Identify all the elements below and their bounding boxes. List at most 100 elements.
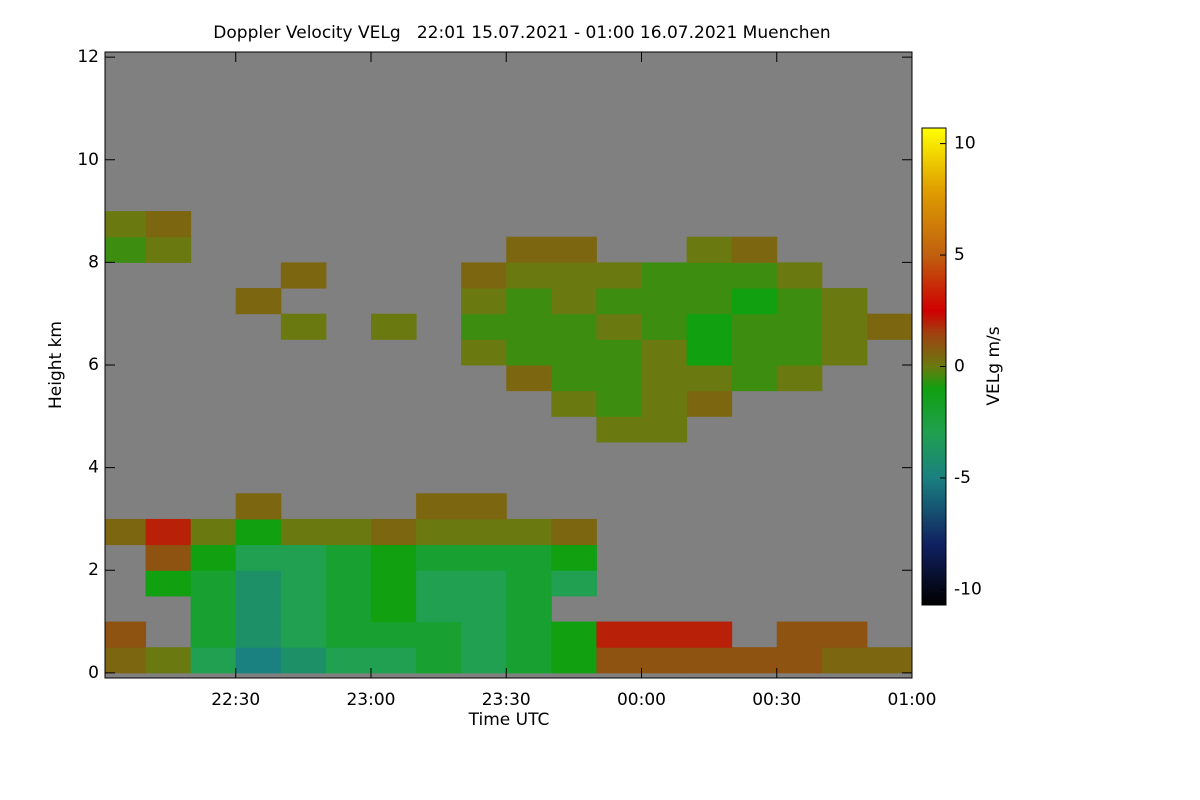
heatmap-cell	[506, 365, 552, 392]
heatmap-cell	[325, 518, 372, 546]
heatmap-cell	[325, 570, 372, 597]
heatmap-cell	[416, 544, 462, 571]
heatmap-cell	[461, 647, 507, 674]
heatmap-cell	[551, 570, 597, 597]
heatmap-cell	[461, 493, 507, 520]
heatmap-cell	[461, 339, 507, 366]
heatmap-cell	[551, 288, 597, 315]
heatmap-cell	[370, 544, 417, 571]
heatmap-cell	[370, 518, 417, 546]
heatmap-cell	[105, 211, 147, 238]
heatmap-cell	[686, 236, 733, 263]
heatmap-cell	[461, 313, 507, 340]
heatmap-cell	[821, 621, 868, 648]
heatmap-cell	[596, 339, 642, 366]
heatmap-cell	[776, 339, 823, 366]
heatmap-cell	[596, 288, 642, 315]
heatmap-cell	[686, 313, 733, 340]
heatmap-cell	[190, 518, 237, 546]
heatmap-cell	[641, 288, 688, 315]
heatmap-cell	[235, 570, 282, 597]
heatmap-cell	[145, 211, 192, 238]
heatmap-cell	[551, 390, 597, 417]
heatmap-cell	[776, 365, 823, 392]
heatmap-cell	[551, 544, 597, 571]
heatmap-cell	[731, 288, 778, 315]
heatmap-cell	[641, 621, 688, 648]
heatmap-cell	[370, 313, 417, 340]
heatmap-cell	[551, 262, 597, 289]
heatmap-cell	[235, 493, 282, 520]
heatmap-cell	[461, 288, 507, 315]
heatmap-cell	[641, 262, 688, 289]
heatmap-cell	[776, 262, 823, 289]
heatmap-cell	[641, 313, 688, 340]
heatmap-cell	[235, 288, 282, 315]
heatmap-cell	[416, 621, 462, 648]
y-axis-label: Height km	[46, 321, 66, 409]
y-tick-label: 6	[88, 355, 99, 375]
heatmap-cell	[145, 544, 192, 571]
heatmap-cell	[776, 313, 823, 340]
colorbar-label: VELg m/s	[984, 326, 1004, 405]
heatmap-cell	[866, 313, 913, 340]
heatmap-cell	[461, 595, 507, 623]
heatmap-cell	[596, 390, 642, 417]
heatmap-cell	[370, 595, 417, 623]
y-tick-label: 2	[88, 560, 99, 580]
heatmap-cell	[105, 518, 147, 546]
heatmap-cell	[506, 595, 552, 623]
heatmap-cell	[416, 595, 462, 623]
heatmap-cell	[641, 390, 688, 417]
heatmap-cell	[551, 518, 597, 546]
heatmap-cell	[641, 416, 688, 443]
heatmap-cell	[821, 313, 868, 340]
heatmap-cell	[190, 621, 237, 648]
heatmap-cell	[551, 236, 597, 263]
heatmap-cell	[461, 262, 507, 289]
heatmap-cell	[325, 544, 372, 571]
heatmap-cell	[461, 518, 507, 546]
heatmap-cell	[235, 595, 282, 623]
y-tick-label: 0	[88, 663, 99, 683]
y-tick-label: 4	[88, 458, 99, 478]
heatmap-cell	[686, 647, 733, 674]
heatmap-cell	[280, 544, 327, 571]
heatmap-cell	[235, 544, 282, 571]
heatmap-cell	[596, 621, 642, 648]
heatmap-cell	[280, 647, 327, 674]
y-tick-label: 8	[88, 252, 99, 272]
heatmap-cell	[105, 236, 147, 263]
heatmap-cell	[686, 621, 733, 648]
heatmap-cell	[821, 339, 868, 366]
heatmap-cell	[506, 339, 552, 366]
x-tick-label: 23:30	[482, 690, 531, 710]
heatmap-cell	[596, 365, 642, 392]
heatmap-cell	[235, 647, 282, 674]
heatmap-cell	[641, 339, 688, 366]
heatmap-cell	[506, 236, 552, 263]
x-axis-label: Time UTC	[468, 710, 550, 730]
heatmap-cell	[596, 647, 642, 674]
heatmap-cell	[190, 595, 237, 623]
heatmap-cell	[866, 647, 913, 674]
heatmap-cell	[821, 288, 868, 315]
heatmap-cell	[280, 595, 327, 623]
heatmap-cell	[105, 621, 147, 648]
heatmap-cell	[370, 570, 417, 597]
heatmap-cell	[235, 621, 282, 648]
heatmap-cell	[686, 288, 733, 315]
heatmap-cell	[551, 365, 597, 392]
colorbar-tick-label: 0	[954, 357, 965, 377]
heatmap-cell	[776, 621, 823, 648]
heatmap-cell	[686, 390, 733, 417]
heatmap-cell	[325, 595, 372, 623]
heatmap-cell	[190, 647, 237, 674]
colorbar-tick-label: 5	[954, 245, 965, 265]
heatmap-cell	[731, 313, 778, 340]
heatmap-cell	[551, 647, 597, 674]
heatmap-cell	[325, 621, 372, 648]
heatmap-cell	[686, 365, 733, 392]
heatmap-cell	[280, 570, 327, 597]
chart-title: Doppler Velocity VELg 22:01 15.07.2021 -…	[213, 23, 830, 43]
